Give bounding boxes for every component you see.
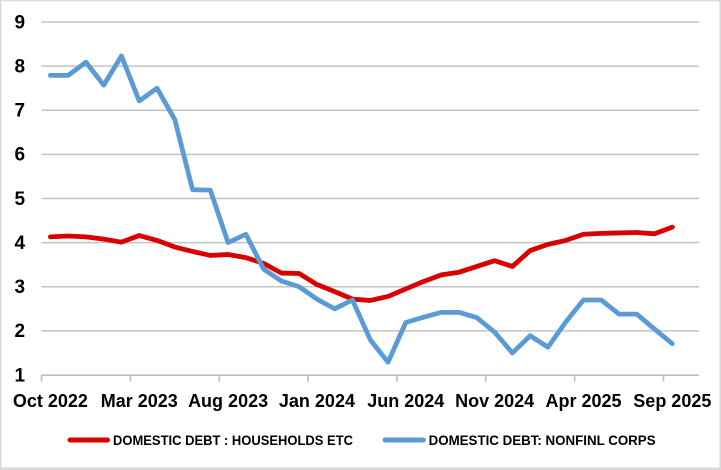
- svg-text:4: 4: [15, 233, 26, 254]
- svg-text:Oct 2022: Oct 2022: [13, 391, 88, 411]
- svg-text:Jan 2024: Jan 2024: [279, 391, 355, 411]
- svg-text:Sep 2025: Sep 2025: [633, 391, 711, 411]
- svg-text:6: 6: [15, 145, 26, 166]
- svg-text:3: 3: [15, 277, 26, 298]
- svg-text:Mar 2023: Mar 2023: [101, 391, 178, 411]
- svg-text:Nov 2024: Nov 2024: [455, 391, 534, 411]
- svg-text:DOMESTIC DEBT: NONFINL CORPS: DOMESTIC DEBT: NONFINL CORPS: [429, 433, 656, 448]
- svg-text:7: 7: [15, 101, 26, 122]
- svg-text:5: 5: [15, 189, 26, 210]
- svg-text:1: 1: [15, 365, 26, 386]
- svg-text:Apr 2025: Apr 2025: [545, 391, 621, 411]
- svg-text:2: 2: [15, 321, 26, 342]
- svg-text:Aug 2023: Aug 2023: [188, 391, 268, 411]
- svg-text:8: 8: [15, 56, 26, 77]
- svg-text:Jun 2024: Jun 2024: [367, 391, 444, 411]
- svg-text:DOMESTIC DEBT : HOUSEHOLDS ETC: DOMESTIC DEBT : HOUSEHOLDS ETC: [113, 433, 353, 448]
- svg-text:9: 9: [15, 13, 26, 34]
